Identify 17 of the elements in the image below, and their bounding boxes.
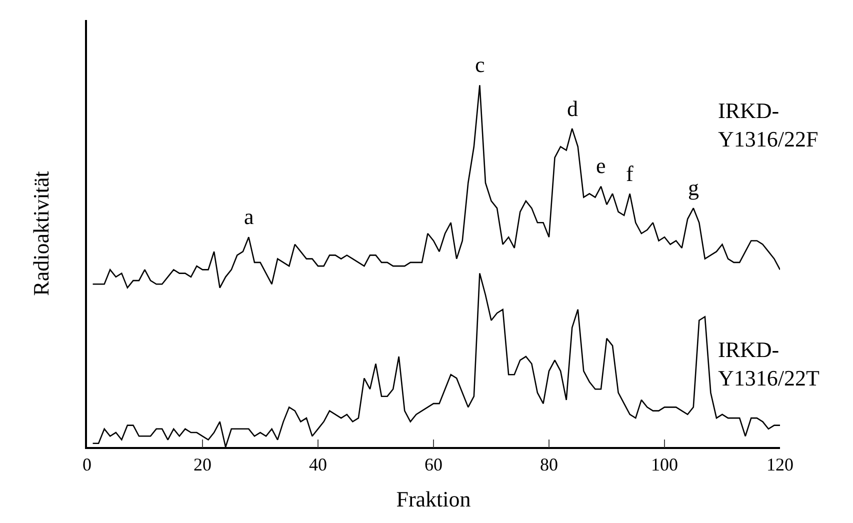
x-tick-label: 20: [194, 454, 212, 474]
annotation: f: [626, 161, 634, 186]
x-axis-title: Fraktion: [396, 486, 471, 512]
x-tick-label: 80: [540, 454, 558, 474]
x-tick-label: 0: [82, 454, 92, 474]
annotation: g: [688, 175, 699, 200]
y-axis-title: Radioaktivität: [28, 171, 54, 296]
x-tick-label: 60: [424, 454, 442, 474]
annotation: c: [475, 52, 485, 77]
text: IRKD- Y1316/22F: [718, 98, 818, 152]
x-tick-label: 100: [651, 454, 678, 474]
x-tick-label: 120: [766, 454, 794, 474]
annotation: a: [244, 204, 254, 229]
annotation: e: [596, 153, 606, 178]
series-label: IRKD- Y1316/22T: [718, 337, 820, 391]
x-tick-label: 40: [309, 454, 327, 474]
annotation: d: [567, 96, 578, 121]
